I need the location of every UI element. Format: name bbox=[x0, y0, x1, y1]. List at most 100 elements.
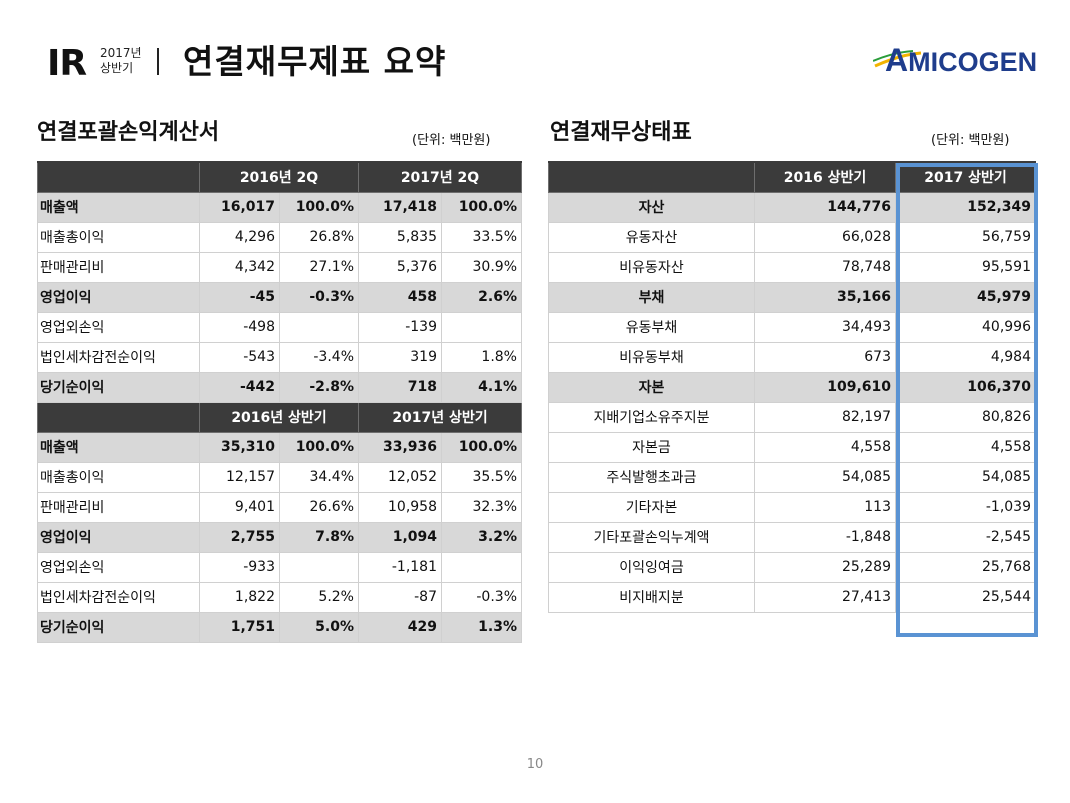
half-year-header-row: 2016년 상반기 2017년 상반기 bbox=[37, 401, 522, 433]
column-header: 2016년 상반기 bbox=[199, 401, 359, 433]
ratio-cell: 5.0% bbox=[279, 611, 359, 643]
table-row: 매출총이익 4,296 26.8% 5,835 33.5% bbox=[37, 221, 522, 253]
value-cell: 2,755 bbox=[199, 521, 280, 553]
value-cell: 5,376 bbox=[358, 251, 442, 283]
table-row: 기타포괄손익누계액 -1,848 -2,545 bbox=[548, 521, 1036, 553]
value-cell: 12,157 bbox=[199, 461, 280, 493]
ratio-cell: 33.5% bbox=[441, 221, 522, 253]
ratio-cell bbox=[279, 551, 359, 583]
value-cell: 673 bbox=[754, 341, 896, 373]
value-cell: 35,310 bbox=[199, 431, 280, 463]
value-cell: 54,085 bbox=[895, 461, 1036, 493]
table-row: 지배기업소유주지분 82,197 80,826 bbox=[548, 401, 1036, 433]
table-row: 영업이익 2,755 7.8% 1,094 3.2% bbox=[37, 521, 522, 553]
ratio-cell: 30.9% bbox=[441, 251, 522, 283]
value-cell: 54,085 bbox=[754, 461, 896, 493]
ratio-cell: 5.2% bbox=[279, 581, 359, 613]
row-label: 법인세차감전순이익 bbox=[37, 341, 200, 373]
row-label: 영업이익 bbox=[37, 281, 200, 313]
row-label: 매출총이익 bbox=[37, 221, 200, 253]
ratio-cell bbox=[441, 551, 522, 583]
value-cell: 458 bbox=[358, 281, 442, 313]
ratio-cell: 1.8% bbox=[441, 341, 522, 373]
logo-text-rest: MICOGEN bbox=[908, 47, 1038, 77]
row-label: 판매관리비 bbox=[37, 251, 200, 283]
row-label: 유동부채 bbox=[548, 311, 755, 343]
row-label: 비유동자산 bbox=[548, 251, 755, 283]
table-row: 유동자산 66,028 56,759 bbox=[548, 221, 1036, 253]
income-unit-label: (단위: 백만원) bbox=[412, 133, 491, 148]
ratio-cell: -0.3% bbox=[279, 281, 359, 313]
table-row: 법인세차감전순이익 -543 -3.4% 319 1.8% bbox=[37, 341, 522, 373]
ratio-cell bbox=[279, 311, 359, 343]
ratio-cell: 100.0% bbox=[441, 431, 522, 463]
report-period: 2017년 상반기 bbox=[100, 46, 142, 76]
table-row: 자산 144,776 152,349 bbox=[548, 191, 1036, 223]
row-label: 당기순이익 bbox=[37, 611, 200, 643]
column-header: 2017년 상반기 bbox=[358, 401, 522, 433]
row-label: 이익잉여금 bbox=[548, 551, 755, 583]
value-cell: 319 bbox=[358, 341, 442, 373]
table-row: 매출액 35,310 100.0% 33,936 100.0% bbox=[37, 431, 522, 463]
table-row: 판매관리비 9,401 26.6% 10,958 32.3% bbox=[37, 491, 522, 523]
logo-swoosh-icon bbox=[873, 50, 922, 68]
header-blank-cell bbox=[548, 161, 755, 193]
table-row: 자본 109,610 106,370 bbox=[548, 371, 1036, 403]
table-row: 주식발행초과금 54,085 54,085 bbox=[548, 461, 1036, 493]
table-row: 비지배지분 27,413 25,544 bbox=[548, 581, 1036, 613]
row-label: 법인세차감전순이익 bbox=[37, 581, 200, 613]
row-label: 매출액 bbox=[37, 431, 200, 463]
value-cell: 66,028 bbox=[754, 221, 896, 253]
value-cell: -543 bbox=[199, 341, 280, 373]
value-cell: 4,984 bbox=[895, 341, 1036, 373]
value-cell: 113 bbox=[754, 491, 896, 523]
value-cell: 144,776 bbox=[754, 191, 896, 223]
value-cell: 17,418 bbox=[358, 191, 442, 223]
value-cell: 152,349 bbox=[895, 191, 1036, 223]
table-row: 유동부채 34,493 40,996 bbox=[548, 311, 1036, 343]
value-cell: 106,370 bbox=[895, 371, 1036, 403]
row-label: 영업이익 bbox=[37, 521, 200, 553]
table-row: 당기순이익 1,751 5.0% 429 1.3% bbox=[37, 611, 522, 643]
balance-sheet-table: 2016 상반기 2017 상반기 자산 144,776 152,349 유동자산 66,0… bbox=[548, 161, 1036, 613]
row-label: 비유동부채 bbox=[548, 341, 755, 373]
value-cell: 25,544 bbox=[895, 581, 1036, 613]
row-label: 지배기업소유주지분 bbox=[548, 401, 755, 433]
table-row: 이익잉여금 25,289 25,768 bbox=[548, 551, 1036, 583]
value-cell: 429 bbox=[358, 611, 442, 643]
value-cell: -45 bbox=[199, 281, 280, 313]
balance-header-row: 2016 상반기 2017 상반기 bbox=[548, 161, 1036, 193]
ratio-cell: 100.0% bbox=[279, 431, 359, 463]
value-cell: -1,039 bbox=[895, 491, 1036, 523]
balance-unit-label: (단위: 백만원) bbox=[931, 133, 1010, 148]
value-cell: 718 bbox=[358, 371, 442, 403]
row-label: 매출총이익 bbox=[37, 461, 200, 493]
value-cell: 40,996 bbox=[895, 311, 1036, 343]
value-cell: 33,936 bbox=[358, 431, 442, 463]
logo-text-first: A bbox=[885, 42, 909, 78]
value-cell: -1,181 bbox=[358, 551, 442, 583]
table-row: 비유동자산 78,748 95,591 bbox=[548, 251, 1036, 283]
value-cell: 78,748 bbox=[754, 251, 896, 283]
row-label: 기타포괄손익누계액 bbox=[548, 521, 755, 553]
row-label: 자산 bbox=[548, 191, 755, 223]
column-header: 2017년 2Q bbox=[358, 161, 522, 193]
ir-label: IR bbox=[47, 43, 87, 84]
value-cell: 25,768 bbox=[895, 551, 1036, 583]
value-cell: 45,979 bbox=[895, 281, 1036, 313]
value-cell: 4,296 bbox=[199, 221, 280, 253]
value-cell: 16,017 bbox=[199, 191, 280, 223]
income-statement-table: 2016년 2Q 2017년 2Q 매출액 16,017 100.0% 17,418 100… bbox=[37, 161, 522, 643]
value-cell: 4,342 bbox=[199, 251, 280, 283]
page-number: 10 bbox=[526, 757, 544, 772]
value-cell: -933 bbox=[199, 551, 280, 583]
period-half: 상반기 bbox=[100, 61, 134, 75]
row-label: 영업외손익 bbox=[37, 311, 200, 343]
value-cell: 27,413 bbox=[754, 581, 896, 613]
table-row: 매출액 16,017 100.0% 17,418 100.0% bbox=[37, 191, 522, 223]
table-row: 영업외손익 -498 -139 bbox=[37, 311, 522, 343]
ratio-cell: 3.2% bbox=[441, 521, 522, 553]
table-row: 부채 35,166 45,979 bbox=[548, 281, 1036, 313]
ratio-cell: -0.3% bbox=[441, 581, 522, 613]
value-cell: 56,759 bbox=[895, 221, 1036, 253]
